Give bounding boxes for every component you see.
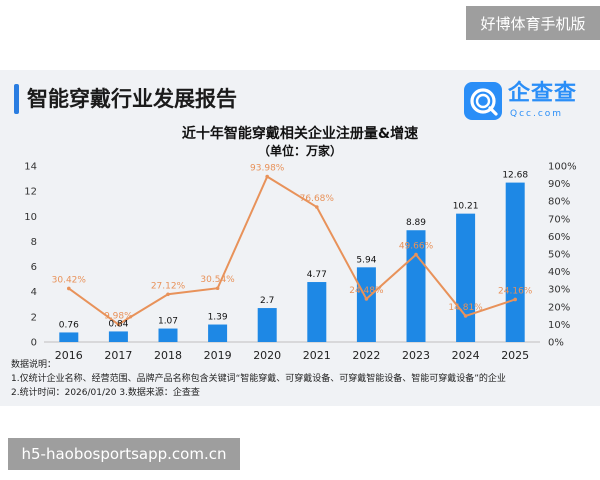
y-right-tick-label: 70% [548,214,570,225]
bar-data-label: 2.7 [260,296,274,306]
y-left-tick-label: 6 [31,262,37,273]
notes-line-1: 1.仅统计企业名称、经营范围、品牌产品名称包含关键词“智能穿戴、可穿戴设备、可穿… [11,374,506,384]
y-left-tick-label: 10 [24,212,37,223]
y-right-tick-label: 10% [548,320,570,331]
x-tick-label: 2025 [501,349,529,362]
y-right-tick-label: 60% [548,232,570,243]
growth-point [463,314,468,318]
line-data-label: 76.68% [300,194,335,204]
notes-line-2: 2.统计时间：2026/01/20 3.数据来源：企查查 [11,388,200,398]
growth-point [315,205,319,209]
bar [456,213,476,342]
bar [505,182,525,342]
bar-data-label: 10.21 [453,202,479,212]
y-right-tick-label: 80% [548,197,570,208]
growth-point [67,286,71,291]
y-left-tick-label: 12 [24,187,37,198]
logo-name-en: Qcc.com [510,109,564,119]
bar [158,328,178,342]
report-card [0,70,600,406]
qcc-logo-icon [464,82,502,120]
logo-name-cn: 企查查 [508,81,578,106]
bottom-overlay-text: h5-haobosportsapp.com.cn [21,445,227,463]
title-accent-bar [14,84,19,114]
growth-point [414,252,418,257]
y-left-tick-label: 8 [31,237,37,248]
x-tick-label: 2023 [402,349,430,362]
line-data-label: 9.98% [104,311,133,321]
bar-data-label: 5.94 [356,255,376,265]
bottom-overlay-banner: h5-haobosportsapp.com.cn [8,438,240,470]
chart-title: 近十年智能穿戴相关企业注册量&增速 [181,126,419,142]
growth-point [215,286,220,291]
y-left-tick-label: 0 [31,338,37,349]
line-data-label: 30.42% [52,275,87,285]
top-overlay-banner: 好博体育手机版 [466,6,600,40]
qcc-logo: 企查查 Qcc.com [464,82,586,122]
x-tick-label: 2024 [452,349,480,362]
y-left-tick-label: 14 [24,162,37,173]
bar-data-label: 4.77 [307,270,327,280]
notes-heading: 数据说明： [11,360,57,370]
bar-data-label: 1.07 [158,317,178,327]
line-data-label: 14.81% [448,303,483,313]
bar [108,331,128,342]
x-tick-label: 2020 [253,349,281,362]
line-data-label: 24.48% [349,286,384,296]
bar [356,267,376,342]
x-tick-label: 2018 [154,349,182,362]
y-right-tick-label: 100% [548,162,577,173]
growth-point [513,297,517,302]
y-right-tick-label: 50% [548,250,570,261]
y-left-tick-label: 4 [31,287,37,298]
y-left-tick-label: 2 [31,312,37,323]
growth-line [68,175,516,326]
bar-data-label: 12.68 [502,171,528,181]
chart-subtitle: （单位：万家） [257,144,342,158]
bar [208,324,228,342]
line-data-label: 93.98% [250,164,285,174]
top-overlay-text: 好博体育手机版 [480,14,586,33]
y-right-tick-label: 40% [548,267,570,278]
bar [59,332,79,342]
report-title: 智能穿戴行业发展报告 [27,87,237,111]
bar [257,308,277,342]
bar-data-label: 8.89 [406,218,426,228]
bar [307,282,327,342]
y-right-tick-label: 0% [548,338,564,349]
growth-point [265,174,270,179]
x-tick-label: 2021 [303,349,331,362]
growth-point [116,322,121,327]
line-data-label: 30.54% [200,275,235,285]
x-tick-label: 2017 [104,349,132,362]
bar-data-label: 0.84 [108,319,128,329]
y-right-tick-label: 30% [548,285,570,296]
growth-point [166,292,170,297]
line-data-label: 24.16% [498,286,533,296]
y-right-tick-label: 90% [548,179,570,190]
bar-data-label: 1.39 [208,313,228,323]
x-tick-label: 2016 [55,349,83,362]
line-data-label: 49.66% [399,242,434,252]
data-notes: 数据说明： 1.仅统计企业名称、经营范围、品牌产品名称包含关键词“智能穿戴、可穿… [11,358,591,400]
line-data-label: 27.12% [151,281,186,291]
growth-point [364,297,369,301]
x-tick-label: 2019 [204,349,232,362]
x-tick-label: 2022 [352,349,380,362]
y-right-tick-label: 20% [548,302,570,313]
bar-data-label: 0.76 [59,320,79,330]
